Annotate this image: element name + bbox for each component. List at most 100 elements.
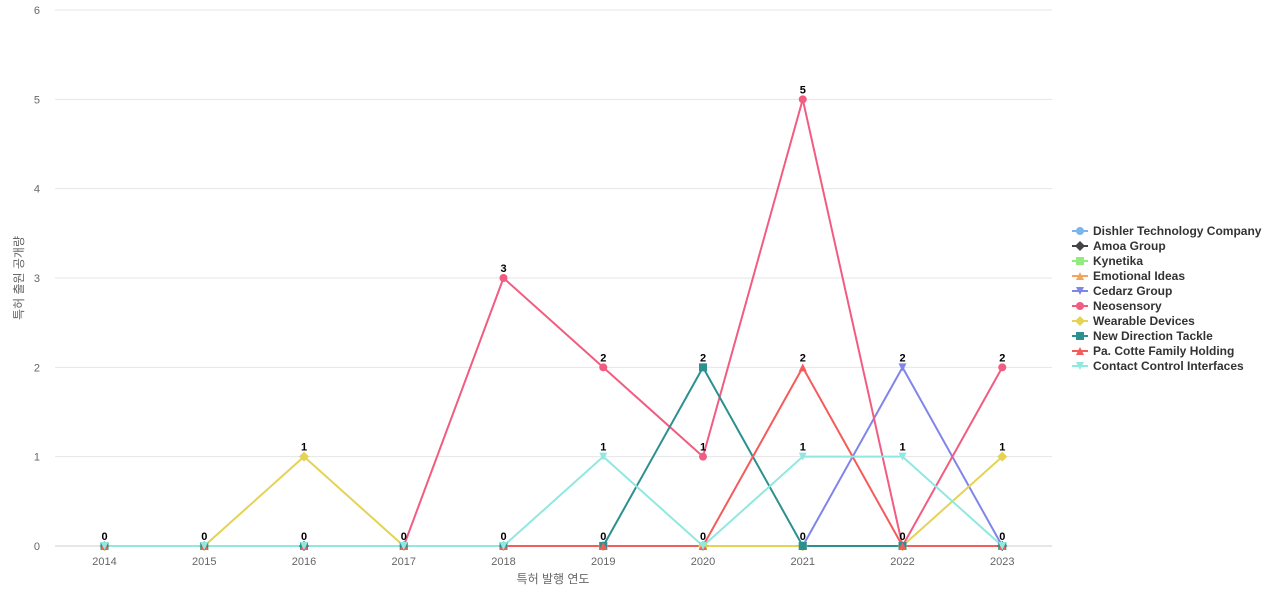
- x-tick-label: 2021: [791, 556, 815, 568]
- data-label: 2: [800, 352, 806, 364]
- data-point: [798, 95, 807, 104]
- legend-marker: [1076, 257, 1084, 265]
- x-tick-label: 2020: [691, 556, 715, 568]
- data-point: [699, 363, 707, 372]
- legend-item[interactable]: Contact Control Interfaces: [1072, 359, 1244, 373]
- x-tick-label: 2018: [491, 556, 515, 568]
- data-label: 1: [899, 442, 905, 454]
- data-label: 0: [401, 531, 407, 543]
- data-point: [997, 451, 1008, 462]
- legend-label: Wearable Devices: [1093, 314, 1195, 328]
- x-tick-label: 2017: [392, 556, 416, 568]
- data-label: 0: [800, 531, 806, 543]
- data-point: [898, 363, 907, 372]
- legend-item[interactable]: Emotional Ideas: [1072, 269, 1185, 283]
- data-label: 0: [700, 531, 706, 543]
- legend-item[interactable]: New Direction Tackle: [1072, 329, 1213, 343]
- data-point: [699, 452, 707, 461]
- data-label: 2: [999, 352, 1005, 364]
- legend-marker: [1075, 316, 1085, 326]
- x-tick-label: 2014: [92, 556, 116, 568]
- y-tick-label: 6: [34, 5, 40, 17]
- data-label: 0: [999, 531, 1005, 543]
- legend-marker: [1075, 241, 1085, 251]
- data-label: 5: [800, 84, 806, 96]
- y-tick-label: 2: [34, 362, 40, 374]
- data-label: 0: [500, 531, 506, 543]
- data-point: [898, 452, 907, 461]
- series-line-5: [103, 98, 1004, 547]
- legend-label: New Direction Tackle: [1093, 329, 1213, 343]
- legend-item[interactable]: Neosensory: [1072, 299, 1162, 313]
- data-label: 2: [700, 352, 706, 364]
- x-axis-tick-labels: 2014 2015 2016 2017 2018 2019 2020 2021 2022 2023: [92, 556, 1014, 568]
- series-lines: [103, 98, 1004, 547]
- data-labels: 0 0 1 0 0 3 0 2 1 0 2 1 0 5 2 1 0 2 1 0 2 1 0: [101, 84, 1005, 543]
- gridlines: [55, 9, 1052, 547]
- legend-item[interactable]: Pa. Cotte Family Holding: [1072, 344, 1234, 358]
- data-label: 0: [101, 531, 107, 543]
- data-label: 0: [201, 531, 207, 543]
- legend-marker: [1076, 227, 1084, 235]
- legend-item[interactable]: Wearable Devices: [1072, 314, 1195, 328]
- data-label: 0: [899, 531, 905, 543]
- y-tick-label: 5: [34, 94, 40, 106]
- data-point: [798, 363, 807, 372]
- legend-label: Neosensory: [1093, 299, 1162, 313]
- x-tick-label: 2015: [192, 556, 216, 568]
- y-axis-tick-labels: 0 1 2 3 4 5 6: [34, 5, 40, 553]
- legend-marker: [1076, 362, 1084, 370]
- legend-marker: [1076, 347, 1084, 355]
- data-point: [699, 542, 707, 550]
- legend-label: Kynetika: [1093, 254, 1143, 268]
- data-label: 2: [899, 352, 905, 364]
- data-point: [998, 363, 1007, 372]
- legend-label: Amoa Group: [1093, 239, 1166, 253]
- data-label: 0: [301, 531, 307, 543]
- data-label: 3: [500, 263, 506, 275]
- data-point: [798, 452, 807, 461]
- legend-item[interactable]: Amoa Group: [1072, 239, 1166, 253]
- y-tick-label: 3: [34, 273, 40, 285]
- legend-item[interactable]: Dishler Technology Company: [1072, 224, 1262, 238]
- data-label: 1: [800, 442, 806, 454]
- y-tick-label: 1: [34, 452, 40, 464]
- data-label: 1: [700, 442, 706, 454]
- x-tick-label: 2019: [591, 556, 615, 568]
- data-point: [599, 452, 608, 461]
- legend-label: Dishler Technology Company: [1093, 224, 1262, 238]
- data-point: [100, 542, 109, 550]
- data-point: [200, 542, 209, 550]
- data-point: [499, 542, 508, 550]
- data-label: 0: [600, 531, 606, 543]
- data-point: [599, 363, 608, 372]
- legend-marker: [1076, 287, 1084, 295]
- data-label: 2: [600, 352, 606, 364]
- y-tick-label: 4: [34, 184, 40, 196]
- legend-item[interactable]: Cedarz Group: [1072, 284, 1172, 298]
- data-point: [798, 542, 807, 550]
- legend-label: Emotional Ideas: [1093, 269, 1185, 283]
- data-label: 1: [301, 442, 307, 454]
- legend-item[interactable]: Kynetika: [1072, 254, 1143, 268]
- x-axis-title: 특허 발행 연도: [517, 571, 590, 586]
- legend-marker: [1076, 272, 1084, 280]
- data-point: [998, 542, 1007, 550]
- y-axis-title: 특허 출원 공개량: [12, 236, 26, 320]
- x-tick-label: 2022: [890, 556, 914, 568]
- x-tick-label: 2023: [990, 556, 1014, 568]
- data-label: 1: [999, 442, 1005, 454]
- legend-marker: [1076, 302, 1084, 310]
- data-point: [399, 542, 408, 550]
- legend-label: Pa. Cotte Family Holding: [1093, 344, 1234, 358]
- legend-label: Contact Control Interfaces: [1093, 359, 1244, 373]
- x-tick-label: 2016: [292, 556, 316, 568]
- data-point: [299, 451, 309, 462]
- data-label: 1: [600, 442, 606, 454]
- data-point: [599, 542, 608, 550]
- series-markers: [99, 95, 1008, 551]
- data-point: [300, 542, 308, 550]
- legend-label: Cedarz Group: [1093, 284, 1172, 298]
